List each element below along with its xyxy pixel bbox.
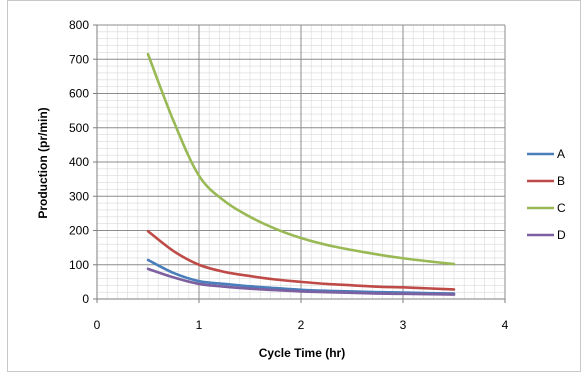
- chart-frame: [7, 0, 581, 372]
- axis-layer: 0 100 200 300 400 500 600 700 800 0 1 2 3 4: [69, 18, 509, 332]
- y-tick-label: 500: [69, 121, 89, 135]
- x-axis-title: Cycle Time (hr): [259, 346, 345, 360]
- x-tick-label: 1: [196, 318, 203, 332]
- y-axis-title: Production (pr/min): [36, 107, 50, 218]
- legend-label-c: C: [557, 201, 566, 215]
- y-tick-label: 200: [69, 224, 89, 238]
- y-tick-label: 600: [69, 87, 89, 101]
- y-tick-label: 400: [69, 155, 89, 169]
- x-tick-label: 0: [94, 318, 101, 332]
- grid-layer: [96, 24, 506, 300]
- y-tick-label: 800: [69, 18, 89, 32]
- x-tick-label: 2: [298, 318, 305, 332]
- y-tick-label: 300: [69, 189, 89, 203]
- series-line-b: [146, 229, 456, 291]
- series-layer: [146, 52, 456, 296]
- series-line-c: [146, 52, 456, 266]
- y-tick-label: 0: [82, 292, 89, 306]
- legend-label-a: A: [557, 147, 565, 161]
- y-tick-label: 700: [69, 52, 89, 66]
- x-tick-label: 3: [400, 318, 407, 332]
- y-tick-label: 100: [69, 258, 89, 272]
- series-line-a: [146, 258, 456, 295]
- legend-label-b: B: [557, 174, 565, 188]
- legend-label-d: D: [557, 228, 566, 242]
- series-line-d: [146, 267, 456, 296]
- x-tick-label: 4: [502, 318, 509, 332]
